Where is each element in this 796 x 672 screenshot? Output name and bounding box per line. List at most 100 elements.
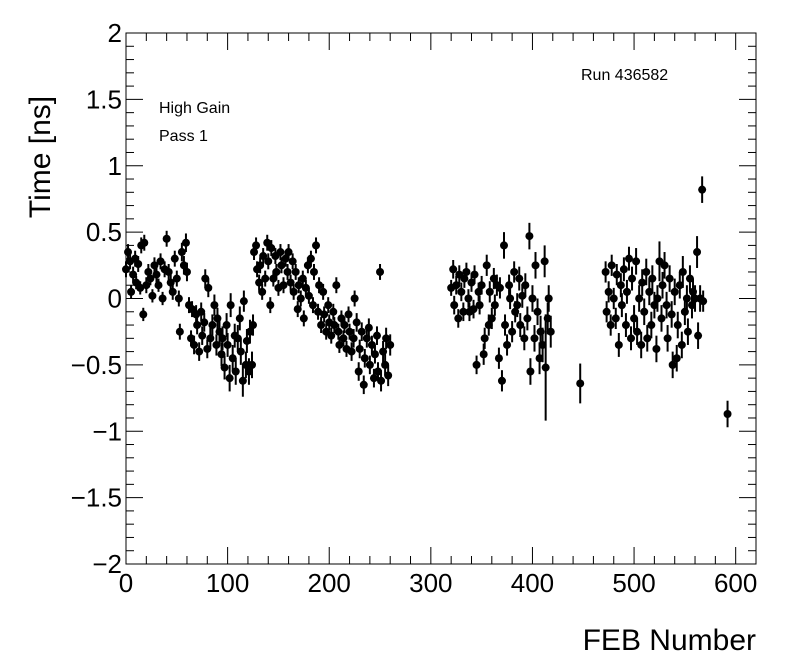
data-point <box>535 354 544 363</box>
data-point <box>372 331 381 340</box>
data-point <box>261 274 270 283</box>
y-tick-label: 0.5 <box>86 217 122 247</box>
data-point <box>195 347 204 356</box>
data-point <box>304 291 313 300</box>
data-point <box>607 261 616 270</box>
data-point <box>127 287 136 296</box>
data-point <box>531 261 540 270</box>
data-point <box>635 294 644 303</box>
data-point <box>324 301 333 310</box>
y-tick-label: 0 <box>108 284 122 314</box>
data-point <box>546 327 555 336</box>
y-axis-title: Time [ns] <box>24 96 57 218</box>
data-point <box>485 287 494 296</box>
data-point <box>156 257 165 266</box>
data-point <box>462 267 471 276</box>
data-point <box>475 301 484 310</box>
data-point <box>266 301 275 310</box>
data-point <box>206 334 215 343</box>
data-point <box>374 367 382 376</box>
data-point <box>329 307 338 316</box>
data-point <box>611 314 620 323</box>
data-point <box>276 248 285 257</box>
data-point <box>643 334 652 343</box>
data-point <box>672 354 681 363</box>
data-point <box>648 274 657 283</box>
data-point <box>612 270 621 279</box>
data-point <box>239 297 248 306</box>
data-point <box>248 360 256 369</box>
data-point <box>344 310 353 319</box>
data-point <box>327 331 336 340</box>
data-point <box>474 287 483 296</box>
data-point <box>616 281 625 290</box>
data-point <box>533 307 542 316</box>
data-point <box>723 409 732 418</box>
data-point <box>490 301 499 310</box>
data-point <box>359 380 368 389</box>
data-point <box>303 261 312 270</box>
data-point <box>606 321 615 330</box>
data-point <box>482 261 491 270</box>
data-point <box>332 281 341 290</box>
data-point <box>665 274 674 283</box>
data-point <box>627 334 636 343</box>
data-point <box>526 367 535 376</box>
data-point <box>222 321 231 330</box>
data-point <box>179 261 188 270</box>
data-point <box>315 281 324 290</box>
data-point <box>296 294 305 303</box>
x-tick-label: 600 <box>714 568 757 598</box>
data-point <box>624 254 633 263</box>
data-point <box>663 334 672 343</box>
data-point <box>203 344 212 353</box>
data-point <box>220 363 229 372</box>
data-point <box>283 267 292 276</box>
data-points <box>122 176 732 428</box>
data-point <box>609 294 618 303</box>
y-tick-label: −1 <box>92 416 122 446</box>
data-point <box>376 267 385 276</box>
data-point <box>174 294 183 303</box>
data-point <box>467 278 476 287</box>
data-point <box>518 291 527 300</box>
data-point <box>320 310 329 319</box>
data-point <box>489 274 498 283</box>
data-point <box>291 267 300 276</box>
data-point <box>293 305 302 314</box>
data-point <box>657 314 666 323</box>
data-point <box>182 267 191 276</box>
x-tick-label: 500 <box>612 568 655 598</box>
data-point <box>204 283 213 292</box>
data-point <box>505 281 514 290</box>
x-axis-ticks <box>125 33 757 564</box>
data-point <box>520 334 529 343</box>
data-point <box>381 360 390 369</box>
data-point <box>622 287 631 296</box>
data-point <box>632 257 641 266</box>
data-point <box>510 267 519 276</box>
data-point <box>249 321 258 330</box>
data-point <box>294 281 303 290</box>
data-point <box>319 287 328 296</box>
data-point <box>621 321 630 330</box>
data-point <box>148 291 157 300</box>
data-point <box>172 274 181 283</box>
data-point <box>256 261 265 270</box>
data-point <box>340 321 349 330</box>
data-point <box>647 321 656 330</box>
data-point <box>675 281 684 290</box>
data-point <box>506 294 515 303</box>
data-point <box>450 301 459 310</box>
data-point <box>245 327 254 336</box>
data-point <box>154 281 163 290</box>
data-point <box>369 374 378 383</box>
data-point <box>377 376 386 385</box>
data-point <box>470 270 479 279</box>
data-point <box>628 274 637 283</box>
data-point <box>140 238 149 247</box>
data-point <box>530 334 539 343</box>
y-axis-tick-labels: −2 −1.5 −1 −0.5 0 0.5 1 1.5 2 <box>71 18 122 579</box>
data-point <box>694 331 703 340</box>
